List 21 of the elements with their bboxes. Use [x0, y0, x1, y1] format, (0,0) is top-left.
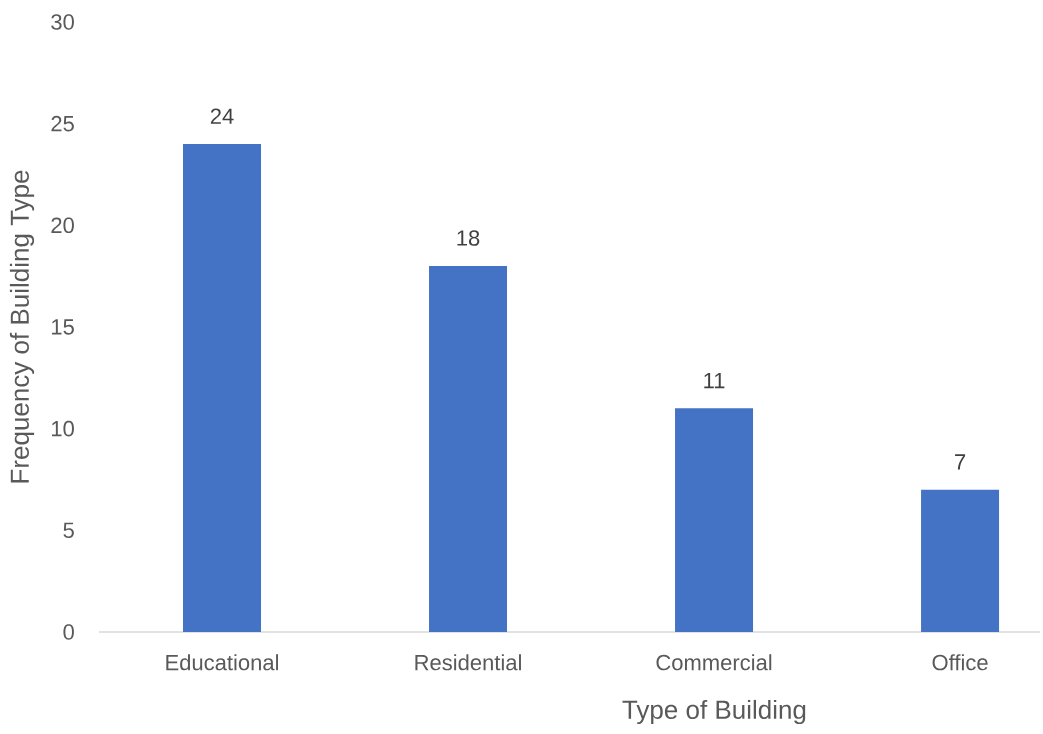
data-label: 24	[210, 108, 234, 124]
x-tick-label: Office	[932, 654, 988, 671]
bar	[675, 408, 754, 632]
data-label: 7	[955, 454, 966, 470]
y-tick-label: 20	[51, 217, 74, 234]
data-label: 18	[457, 230, 480, 246]
x-tick-label: Educational	[166, 654, 279, 671]
data-label: 11	[704, 373, 725, 389]
y-tick-label: 30	[51, 14, 74, 30]
bar	[183, 144, 262, 632]
x-tick-label: Commercial	[656, 654, 772, 671]
y-tick-label: 0	[63, 624, 74, 640]
bar	[429, 266, 508, 632]
y-tick-label: 15	[52, 319, 74, 335]
x-tick-label: Residential	[415, 654, 521, 671]
y-axis-title: Frequency of Building Type	[9, 170, 35, 483]
bar	[921, 489, 1000, 632]
x-axis-title: Type of Building	[622, 699, 806, 725]
y-tick-label: 10	[52, 420, 74, 437]
y-tick-label: 5	[63, 522, 74, 539]
y-tick-label: 25	[51, 115, 74, 132]
